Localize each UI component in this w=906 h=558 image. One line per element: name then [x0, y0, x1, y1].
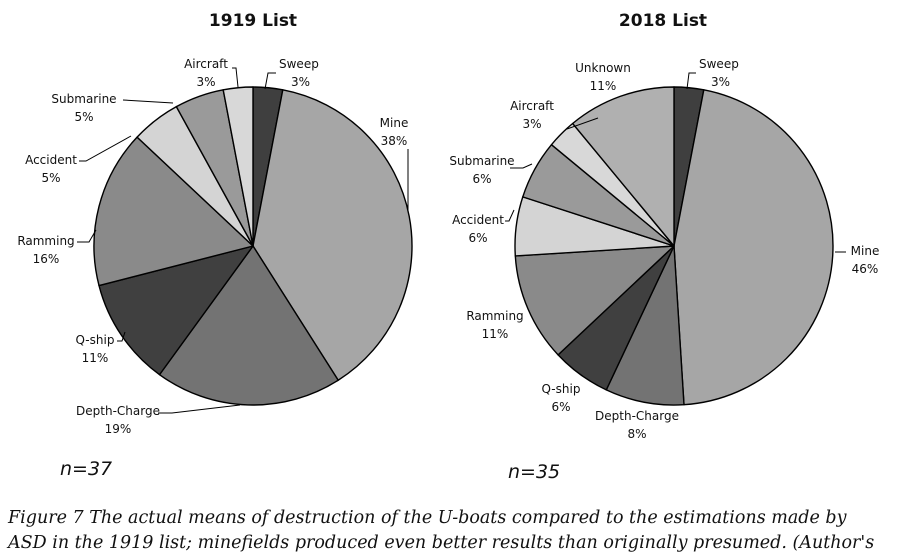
leader-line-accident	[505, 209, 515, 222]
leader-line-accident	[79, 135, 132, 162]
slice-value-q-ship: 6%	[551, 400, 570, 414]
caption-line-2: ASD in the 1919 list; minefields produce…	[8, 533, 875, 553]
slice-value-aircraft: 3%	[196, 75, 215, 89]
leader-line-submarine	[122, 99, 174, 104]
slice-category-submarine: Submarine	[51, 92, 116, 106]
slice-label-aircraft: Aircraft 3%	[184, 57, 228, 89]
slice-label-submarine: Submarine 6%	[449, 154, 514, 186]
slice-value-unknown: 11%	[590, 79, 617, 93]
slice-category-ramming: Ramming	[466, 309, 523, 323]
slice-value-ramming: 16%	[33, 252, 60, 266]
slice-category-accident: Accident	[452, 213, 504, 227]
slice-label-sweep: Sweep 3%	[699, 57, 739, 89]
leader-line-sweep	[264, 72, 276, 90]
leader-line-aircraft	[566, 117, 599, 130]
slice-category-q-ship: Q-ship	[76, 333, 115, 347]
leader-line-ramming	[77, 229, 97, 243]
slice-value-accident: 6%	[468, 231, 487, 245]
slice-value-accident: 5%	[41, 171, 60, 185]
slice-category-unknown: Unknown	[575, 61, 631, 75]
slice-value-submarine: 5%	[74, 110, 93, 124]
slice-value-aircraft: 3%	[522, 117, 541, 131]
slice-category-depth-charge: Depth-Charge	[76, 404, 160, 418]
slice-category-aircraft: Aircraft	[184, 57, 228, 71]
slice-value-sweep: 3%	[711, 75, 730, 89]
slice-category-ramming: Ramming	[17, 234, 74, 248]
slice-category-sweep: Sweep	[279, 57, 319, 71]
slice-category-mine: Mine	[380, 116, 409, 130]
pie-chart-2018: 2018 List Sweep 3% Mine 46% Depth-Charge 8% Q-s…	[449, 11, 879, 483]
slice-label-mine: Mine 38%	[380, 116, 409, 148]
pie-slice-unknown	[571, 86, 675, 247]
slice-category-mine: Mine	[851, 244, 880, 258]
leader-line-submarine	[510, 163, 533, 169]
slice-label-accident: Accident 5%	[25, 153, 77, 185]
pie-slice-q-ship	[98, 245, 254, 376]
leader-line-sweep	[686, 72, 696, 90]
leader-line-q-ship	[117, 331, 126, 342]
slice-value-depth-charge: 8%	[627, 427, 646, 441]
slice-label-submarine: Submarine 5%	[51, 92, 116, 124]
slice-value-q-ship: 11%	[82, 351, 109, 365]
slice-value-submarine: 6%	[472, 172, 491, 186]
slice-label-unknown: Unknown 11%	[575, 61, 631, 93]
slice-category-aircraft: Aircraft	[510, 99, 554, 113]
sample-size-1919-list: n=37	[60, 458, 112, 480]
leader-line-depth-charge	[158, 404, 241, 414]
slice-category-submarine: Submarine	[449, 154, 514, 168]
chart-title-1919-list: 1919 List	[209, 11, 297, 31]
slice-category-depth-charge: Depth-Charge	[595, 409, 679, 423]
slice-value-mine: 46%	[852, 262, 879, 276]
pie-chart-1919: 1919 List Sweep 3% Mine 38% Depth-Charge 19% Q-…	[17, 11, 413, 480]
pie-slice-ramming	[514, 245, 675, 356]
figure-caption: Figure 7 The actual means of destruction…	[8, 506, 900, 556]
slice-label-sweep: Sweep 3%	[279, 57, 319, 89]
slice-label-ramming: Ramming 11%	[466, 309, 523, 341]
slice-value-sweep: 3%	[291, 75, 310, 89]
slice-label-q-ship: Q-ship 11%	[76, 333, 115, 365]
slice-label-accident: Accident 6%	[452, 213, 504, 245]
slice-value-ramming: 11%	[482, 327, 509, 341]
slice-category-q-ship: Q-ship	[542, 382, 581, 396]
slice-label-mine: Mine 46%	[851, 244, 880, 276]
slice-category-accident: Accident	[25, 153, 77, 167]
charts-figure: 1919 List Sweep 3% Mine 38% Depth-Charge 19% Q-…	[17, 11, 879, 483]
pie-slice-aircraft	[222, 86, 254, 247]
pie-slice-mine	[673, 89, 834, 406]
slice-value-mine: 38%	[381, 134, 408, 148]
slice-label-ramming: Ramming 16%	[17, 234, 74, 266]
caption-line-1: Figure 7 The actual means of destruction…	[8, 508, 847, 528]
pie-slice-ramming	[93, 136, 254, 287]
slice-label-depth-charge: Depth-Charge 19%	[76, 404, 160, 436]
sample-size-2018-list: n=35	[508, 461, 560, 483]
chart-title-2018-list: 2018 List	[619, 11, 707, 31]
slice-value-depth-charge: 19%	[105, 422, 132, 436]
slice-label-q-ship: Q-ship 6%	[542, 382, 581, 414]
slice-label-depth-charge: Depth-Charge 8%	[595, 409, 679, 441]
slice-category-sweep: Sweep	[699, 57, 739, 71]
pie-slice-depth-charge	[158, 245, 339, 406]
leader-line-aircraft	[232, 67, 239, 88]
slice-label-aircraft: Aircraft 3%	[510, 99, 554, 131]
